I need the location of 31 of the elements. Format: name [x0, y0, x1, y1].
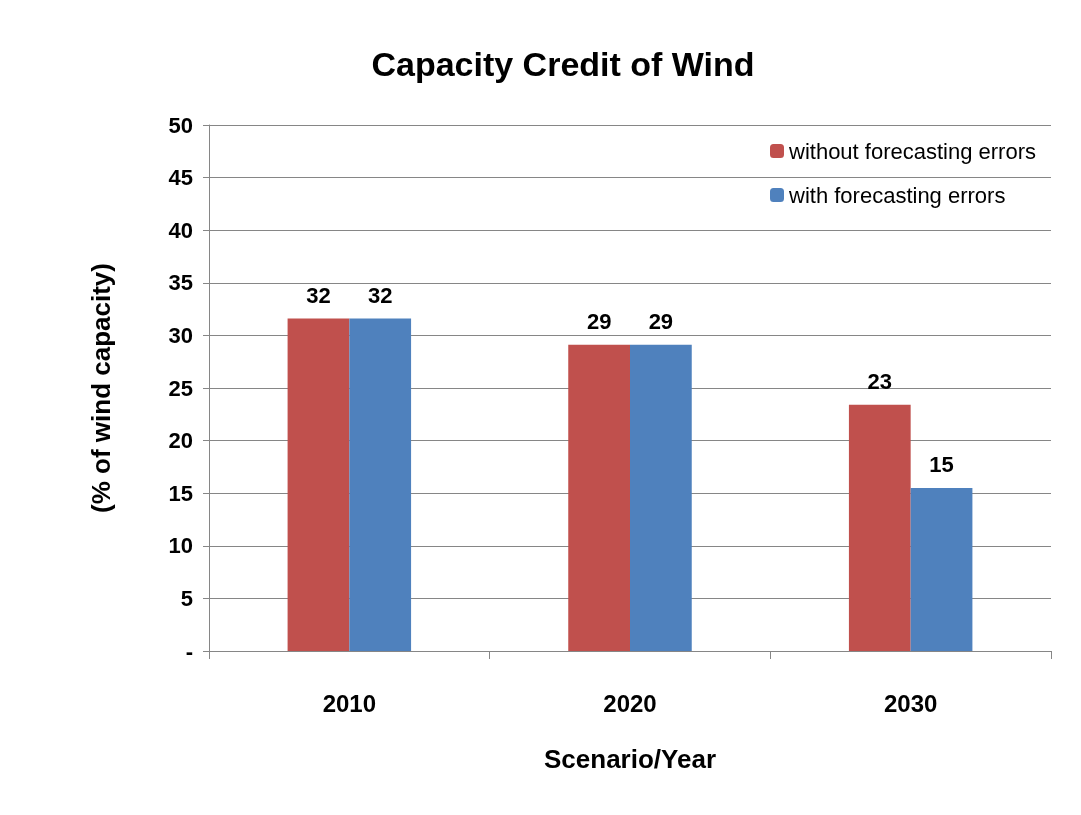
- data-label: 32: [367, 283, 393, 309]
- data-label: 23: [867, 369, 893, 395]
- y-tick-label: 50: [168, 112, 193, 138]
- x-axis-title: Scenario/Year: [544, 744, 716, 774]
- y-tick-label: 35: [168, 270, 193, 296]
- x-tick-label: 2020: [603, 689, 657, 717]
- y-tick-label: 25: [168, 375, 193, 401]
- data-label: 15: [929, 452, 954, 478]
- y-tick-label: 40: [168, 217, 193, 243]
- y-tick-label: 45: [168, 165, 193, 191]
- bar: [910, 487, 973, 651]
- y-tick-label: 10: [168, 533, 193, 559]
- y-axis-title: (% of wind capacity): [86, 263, 116, 513]
- x-tick-label: 2010: [322, 689, 377, 717]
- y-tick-label: 5: [180, 585, 193, 611]
- data-label: 29: [586, 309, 612, 335]
- bar: [630, 344, 692, 651]
- y-tick-label: 15: [168, 480, 193, 506]
- data-label: 32: [306, 283, 331, 309]
- bar: [568, 344, 630, 651]
- y-tick-label: -: [185, 638, 193, 664]
- legend-label: with forecasting errors: [788, 182, 1006, 208]
- y-tick-label: 20: [168, 428, 193, 454]
- bar: [848, 404, 911, 651]
- chart-title: Capacity Credit of Wind: [371, 45, 755, 83]
- legend-label: without forecasting errors: [788, 138, 1036, 164]
- data-label: 29: [648, 309, 674, 335]
- x-tick-label: 2030: [883, 689, 938, 717]
- y-tick-label: 30: [168, 322, 193, 348]
- bar: [287, 318, 350, 651]
- bar: [349, 318, 412, 651]
